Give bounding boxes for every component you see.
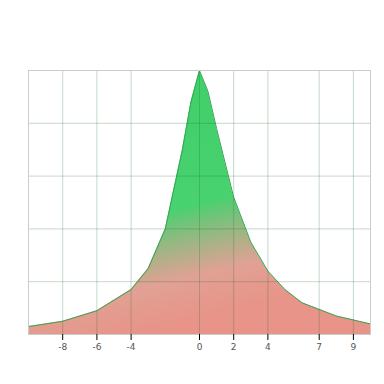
svg-text:-8: -8: [58, 342, 67, 352]
svg-text:2: 2: [231, 342, 237, 352]
svg-text:-4: -4: [127, 342, 136, 352]
svg-text:-6: -6: [92, 342, 101, 352]
svg-text:7: 7: [316, 342, 322, 352]
svg-text:0: 0: [197, 342, 203, 352]
svg-text:4: 4: [265, 342, 271, 352]
svg-text:9: 9: [351, 342, 357, 352]
